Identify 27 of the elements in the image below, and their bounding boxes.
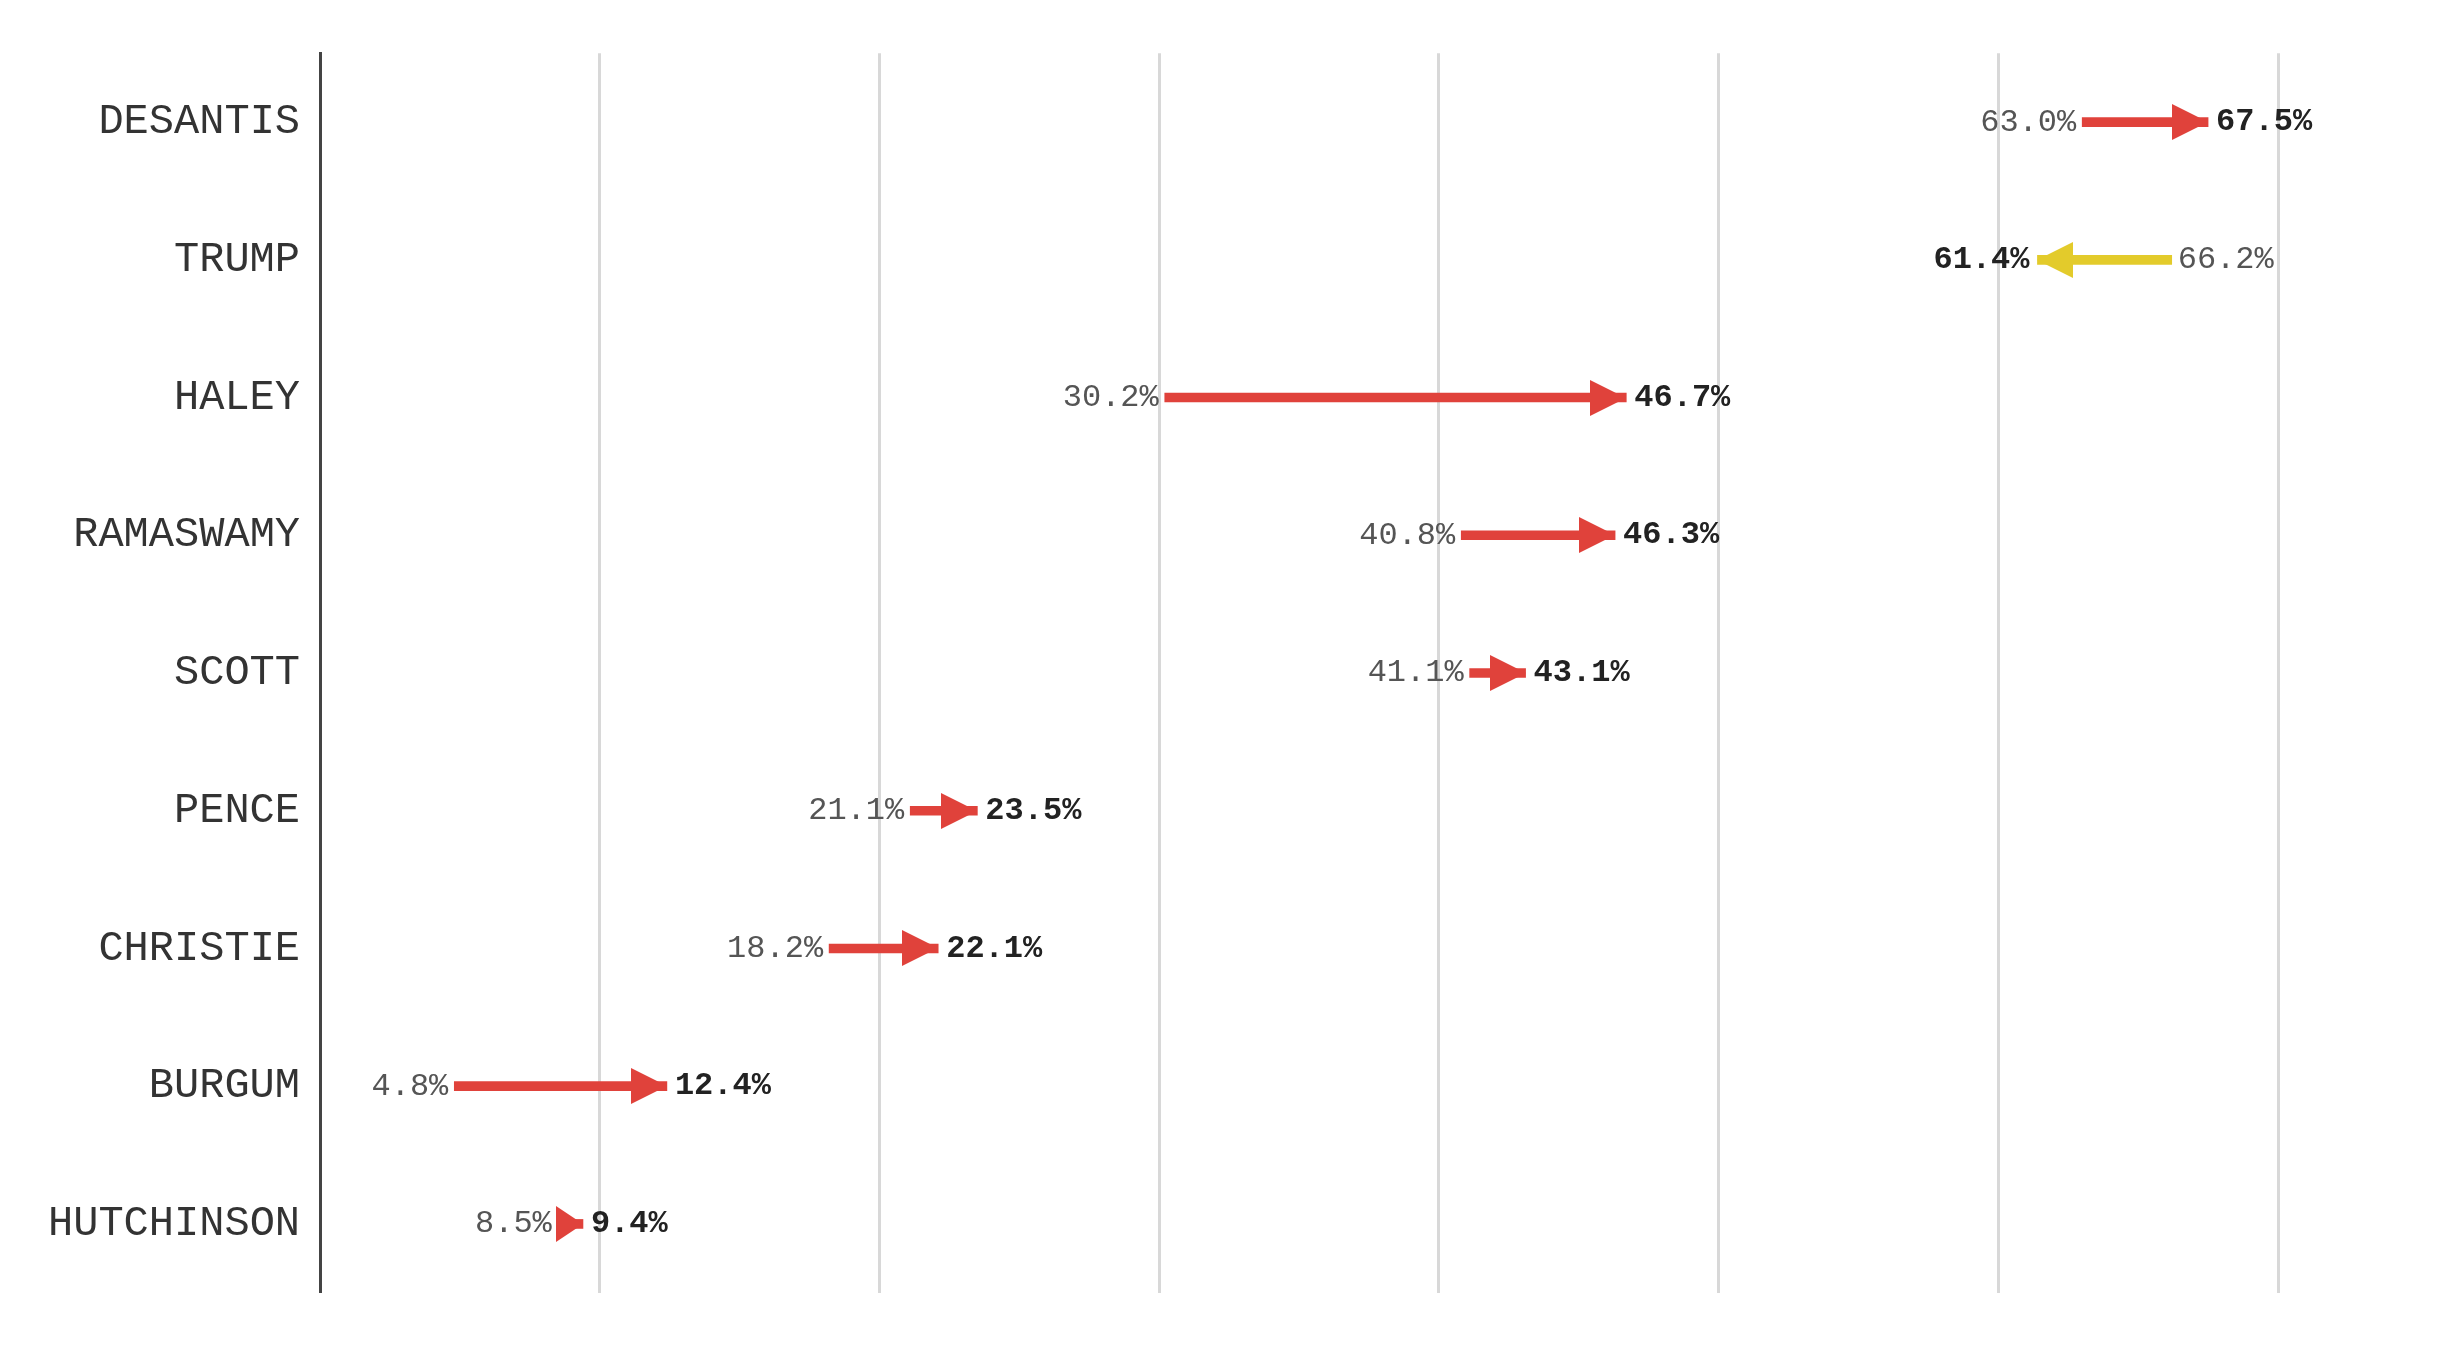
data-label: 22.1% bbox=[946, 929, 1044, 967]
data-label: 18.2% bbox=[727, 929, 824, 967]
data-label: 46.7% bbox=[1634, 378, 1732, 416]
data-label: 21.1% bbox=[808, 792, 906, 830]
category-label: DESANTIS bbox=[98, 98, 301, 147]
data-label: 9.4% bbox=[590, 1205, 669, 1242]
category-label: HUTCHINSON bbox=[47, 1200, 301, 1249]
data-label: 41.1% bbox=[1367, 654, 1465, 692]
category-label: PENCE bbox=[174, 786, 301, 835]
data-label: 30.2% bbox=[1062, 379, 1160, 416]
data-label: 40.8% bbox=[1359, 516, 1457, 554]
category-label: CHRISTIE bbox=[98, 924, 301, 973]
data-label: 61.4% bbox=[1933, 240, 2031, 278]
category-label: RAMASWAMY bbox=[73, 511, 301, 560]
data-label: 67.5% bbox=[2216, 103, 2313, 141]
data-label: 46.3% bbox=[1623, 516, 1720, 554]
category-label: BURGUM bbox=[148, 1062, 301, 1111]
data-label: 4.8% bbox=[371, 1067, 450, 1105]
data-label: 8.5% bbox=[474, 1205, 553, 1243]
data-label: 63.0% bbox=[1980, 103, 2077, 141]
data-label: 12.4% bbox=[674, 1067, 772, 1105]
data-label: 66.2% bbox=[2177, 241, 2275, 279]
category-label: TRUMP bbox=[174, 235, 301, 284]
category-label: HALEY bbox=[174, 373, 301, 422]
data-label: 23.5% bbox=[985, 791, 1083, 829]
data-label: 43.1% bbox=[1533, 654, 1631, 692]
category-label: SCOTT bbox=[174, 649, 301, 698]
